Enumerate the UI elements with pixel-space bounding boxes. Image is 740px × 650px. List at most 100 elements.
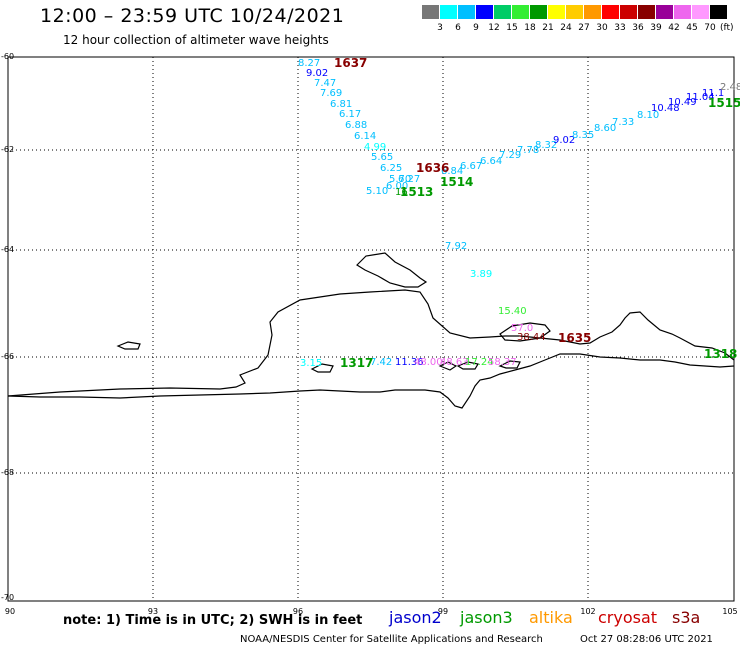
scale-swatch xyxy=(566,5,583,19)
scale-label: 18 xyxy=(524,23,536,33)
lon-label: 102 xyxy=(580,607,596,616)
lon-label: 105 xyxy=(722,607,738,616)
scale-label: 3 xyxy=(437,23,443,33)
scale-label: 45 xyxy=(686,23,698,33)
scale-swatch xyxy=(710,5,727,19)
lon-label: 90 xyxy=(4,607,16,616)
pass-time-label: 1635 xyxy=(558,331,592,345)
lat-label: -64 xyxy=(1,245,15,254)
wave-height-reading: 8.35 xyxy=(572,130,595,141)
wave-height-reading: 6.84 xyxy=(441,166,464,177)
scale-label: 12 xyxy=(488,23,500,33)
wave-height-reading: 5.65 xyxy=(371,152,394,163)
satellite-altika: altika xyxy=(529,608,573,627)
satellite-s3a: s3a xyxy=(672,608,701,627)
scale-swatch xyxy=(692,5,709,19)
scale-label: 15 xyxy=(506,23,518,33)
wave-height-reading: 6.64 xyxy=(480,156,503,167)
lat-label: -60 xyxy=(1,52,15,61)
map-frame xyxy=(7,56,735,602)
pass-time-label: 1317 xyxy=(340,356,374,370)
map-subtitle: 12 hour collection of altimeter wave hei… xyxy=(63,33,329,47)
pass-time-label: 1318 xyxy=(704,347,738,361)
generated-timestamp: Oct 27 08:28:06 UTC 2021 xyxy=(580,634,713,645)
lon-label: 93 xyxy=(147,607,159,616)
lat-label: -62 xyxy=(1,145,15,154)
scale-label: 30 xyxy=(596,23,608,33)
wave-height-reading: 6.27 xyxy=(398,174,421,185)
wave-height-reading: 38.44 xyxy=(517,332,546,343)
wave-height-reading: 3.15 xyxy=(300,358,323,369)
wave-height-reading: 6.88 xyxy=(345,120,368,131)
scale-swatch xyxy=(458,5,475,19)
wave-height-reading: 6.14 xyxy=(354,131,377,142)
wave-height-reading: 7.33 xyxy=(612,117,635,128)
wave-height-reading: 10.48 xyxy=(651,103,680,114)
wave-height-reading: 58.37 xyxy=(488,357,517,368)
wave-height-reading: 2.48 xyxy=(720,82,740,93)
lon-label: 96 xyxy=(292,607,304,616)
footer-note: note: 1) Time is in UTC; 2) SWH is in fe… xyxy=(63,613,363,628)
scale-swatch xyxy=(620,5,637,19)
wave-height-reading: 48.63 xyxy=(440,357,469,368)
wave-height-reading: 7.47 xyxy=(314,78,337,89)
scale-swatch xyxy=(638,5,655,19)
credit-line: NOAA/NESDIS Center for Satellite Applica… xyxy=(240,634,543,645)
scale-swatch xyxy=(494,5,511,19)
lat-label: -68 xyxy=(1,468,15,477)
scale-label: 36 xyxy=(632,23,644,33)
wave-height-reading: 6.00 xyxy=(386,181,409,192)
scale-label: 42 xyxy=(668,23,680,33)
wave-height-reading: 11.1 xyxy=(702,88,725,99)
wave-height-reading: 8.32 xyxy=(535,140,558,151)
pass-time-label: 1515 xyxy=(708,96,740,110)
scale-swatch xyxy=(512,5,529,19)
scale-label: 27 xyxy=(578,23,590,33)
scale-label: 9 xyxy=(473,23,479,33)
wave-height-reading: 48.00 xyxy=(414,357,443,368)
scale-swatch xyxy=(530,5,547,19)
scale-label: 70 xyxy=(704,23,716,33)
scale-label: 21 xyxy=(542,23,554,33)
wave-height-reading: 9.02 xyxy=(306,68,329,79)
wave-height-reading: 5.10 xyxy=(366,186,389,197)
wave-height-reading: 6.25 xyxy=(380,163,403,174)
coastline xyxy=(7,252,735,409)
wave-height-reading: 8.27 xyxy=(298,58,321,69)
wave-height-reading: 9.02 xyxy=(553,135,576,146)
scale-unit: (ft) xyxy=(720,23,734,33)
lon-label: 99 xyxy=(437,607,449,616)
satellite-cryosat: cryosat xyxy=(598,608,658,627)
wave-height-reading: 6.67 xyxy=(460,161,483,172)
satellite-jason2: jason2 xyxy=(389,608,442,627)
wave-height-reading: 16 xyxy=(395,187,408,198)
scale-swatch xyxy=(602,5,619,19)
wave-height-reading: 5.70 xyxy=(389,174,412,185)
lat-label: -70 xyxy=(1,593,15,602)
wave-height-reading: 15.40 xyxy=(498,306,527,317)
scale-swatch xyxy=(656,5,673,19)
scale-swatch xyxy=(674,5,691,19)
wave-height-reading: 4.99 xyxy=(364,142,387,153)
wave-height-reading: 7.78 xyxy=(517,145,540,156)
wave-height-reading: 6.81 xyxy=(330,99,353,110)
graticule xyxy=(8,57,734,601)
scale-swatch xyxy=(476,5,493,19)
scale-swatch xyxy=(548,5,565,19)
wave-height-reading: 7.42 xyxy=(370,357,393,368)
wave-height-reading: 7.69 xyxy=(320,88,343,99)
wave-height-reading: 7.92 xyxy=(445,241,468,252)
scale-swatch xyxy=(584,5,601,19)
wave-height-reading: 11.36 xyxy=(395,357,424,368)
wave-height-reading: 57.0 xyxy=(511,323,534,334)
wave-height-reading: 6.17 xyxy=(339,109,362,120)
pass-time-label: 1514 xyxy=(440,175,474,189)
scale-label: 6 xyxy=(455,23,461,33)
scale-label: 39 xyxy=(650,23,662,33)
wave-height-reading: 17.24 xyxy=(465,357,494,368)
scale-label: 33 xyxy=(614,23,626,33)
wave-height-reading: 10.49 xyxy=(668,97,697,108)
wave-height-reading: 8.10 xyxy=(637,110,660,121)
scale-label: 24 xyxy=(560,23,572,33)
